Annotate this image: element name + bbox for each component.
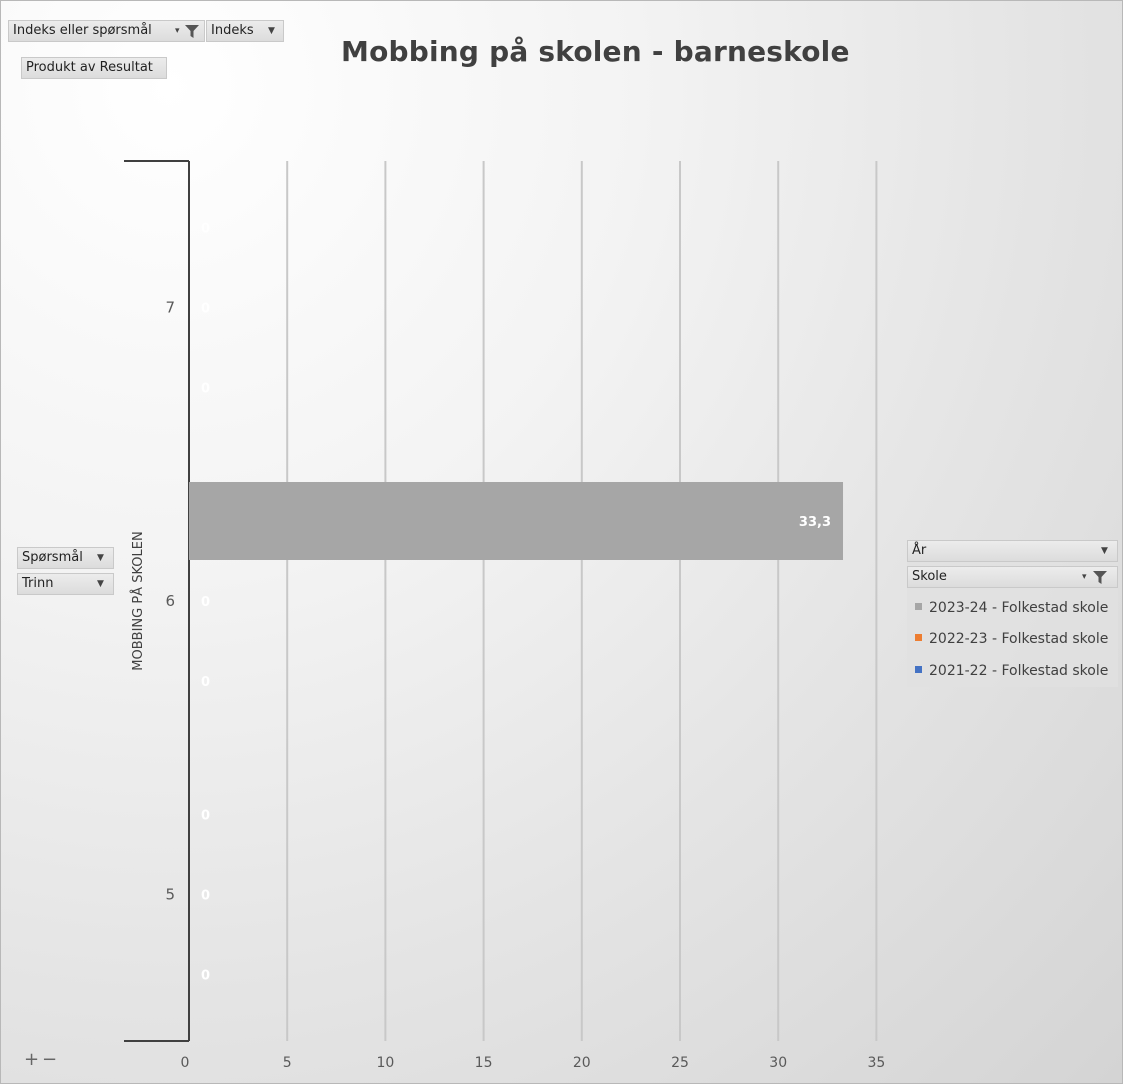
chevron-down-icon: ▼ [1101,546,1108,556]
y-tick-label: 7 [165,299,175,317]
filter-icon [185,25,199,38]
y-axis-title: MOBBING PÅ SKOLEN [130,531,146,670]
x-tick-label: 30 [769,1055,787,1071]
chart-title: Mobbing på skolen - barneskole [341,35,850,68]
legend-label: 2023-24 - Folkestad skole [929,600,1109,616]
data-label: 0 [201,595,210,610]
data-label: 0 [201,888,210,903]
y-tick-label: 5 [165,885,175,903]
data-label: 0 [201,675,210,690]
data-label: 0 [201,302,210,317]
filter-icon [1093,571,1107,584]
legend-field-label: År [912,543,927,558]
row-field-button-trinn[interactable]: Trinn ▼ [17,573,114,595]
data-label: 0 [201,808,210,823]
chevron-down-icon: ▼ [97,579,104,589]
value-field-button[interactable]: Produkt av Resultat [21,57,167,79]
legend-field-button-ar[interactable]: År ▼ [907,540,1118,562]
legend-label: 2021-22 - Folkestad skole [929,663,1109,679]
data-label: 33,3 [799,515,831,530]
row-field-button-sporsmal[interactable]: Spørsmål ▼ [17,547,114,569]
filter-field-label: Indeks eller spørsmål [13,23,152,38]
row-field-label: Spørsmål [22,550,83,565]
chevron-down-icon: ▼ [97,553,104,563]
legend-entry: 2021-22 - Folkestad skole [915,663,1108,679]
dropdown-arrow-icon: ▾ [1082,572,1087,582]
zoom-out-button[interactable]: − [42,1049,58,1070]
legend-entry: 2023-24 - Folkestad skole [915,600,1108,616]
legend-entry: 2022-23 - Folkestad skole [915,631,1108,647]
zoom-in-button[interactable]: + [24,1049,40,1070]
dropdown-arrow-icon: ▾ [175,26,180,36]
x-tick-label: 10 [376,1055,394,1071]
data-label: 0 [201,968,210,983]
data-label: 0 [201,382,210,397]
legend-label: 2022-23 - Folkestad skole [929,631,1109,647]
row-field-label: Trinn [22,576,54,591]
legend-swatch [915,603,922,610]
x-tick-label: 25 [671,1055,689,1071]
filter-value-button[interactable]: Indeks ▼ [206,20,284,42]
x-tick-label: 20 [573,1055,591,1071]
x-tick-label: 15 [475,1055,493,1071]
filter-value-label: Indeks [211,23,254,38]
x-tick-label: 5 [283,1055,292,1071]
chevron-down-icon: ▼ [268,26,275,36]
x-tick-label: 35 [867,1055,885,1071]
legend-field-button-skole[interactable]: Skole ▾ [907,566,1118,588]
legend [907,541,1118,687]
legend-swatch [915,666,922,673]
filter-field-button[interactable]: Indeks eller spørsmål ▾ [8,20,205,42]
bar [189,482,844,560]
legend-field-label: Skole [912,569,947,584]
y-tick-label: 6 [165,592,175,610]
value-field-label: Produkt av Resultat [26,60,153,75]
x-tick-label: 0 [181,1055,190,1071]
data-label: 0 [201,222,210,237]
legend-swatch [915,634,922,641]
